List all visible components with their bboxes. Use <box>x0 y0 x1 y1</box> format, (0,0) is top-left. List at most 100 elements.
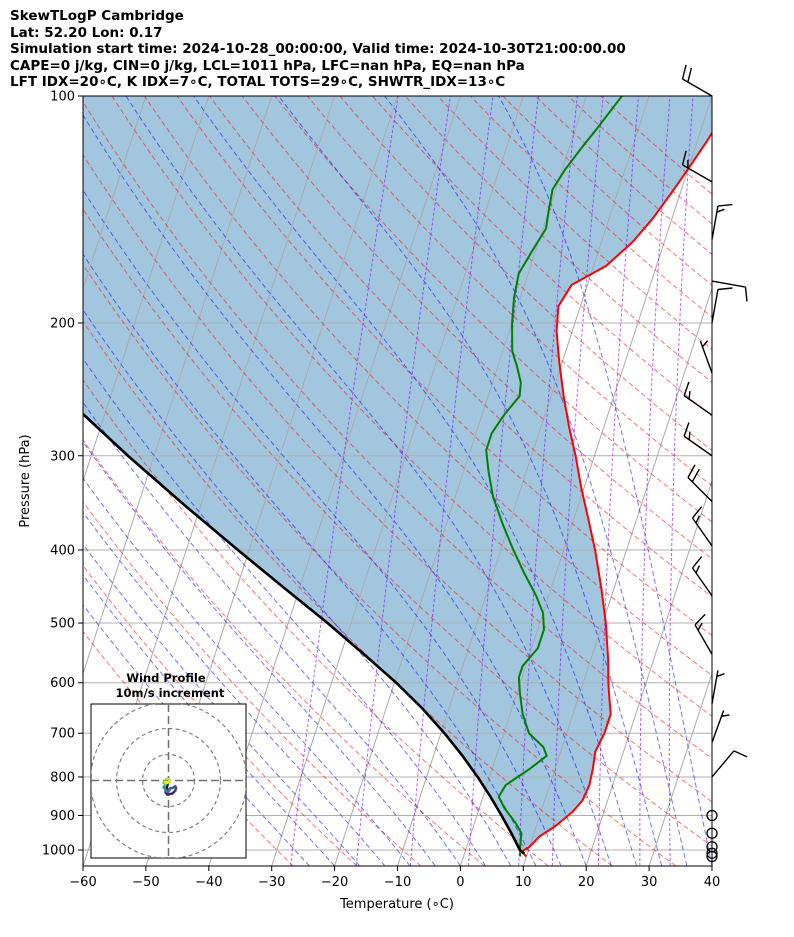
wind-barb-feather <box>717 287 733 291</box>
y-tick-label: 400 <box>50 543 75 558</box>
wind-barb-feather <box>733 750 748 758</box>
mixing-ratio-line <box>409 96 494 866</box>
x-tick-label: 0 <box>456 875 464 890</box>
dewpoint-line <box>485 96 623 857</box>
moist-adiabat-line <box>83 401 461 866</box>
isotherm-line <box>208 96 461 866</box>
dry-adiabat-line <box>469 96 712 318</box>
indices-line-2: LFT IDX=20∘C, K IDX=7∘C, TOTAL TOTS=29∘C… <box>10 74 506 90</box>
wind-barb <box>683 422 713 457</box>
wind-barb <box>711 287 733 324</box>
mixing-ratio-line <box>551 96 604 866</box>
x-tick-label: 40 <box>704 875 721 890</box>
y-tick-label: 900 <box>50 809 75 824</box>
moist-adiabat-line <box>83 543 361 866</box>
isotherm-line <box>711 864 712 866</box>
dry-adiabat-line <box>83 501 422 866</box>
wind-barb-shaft <box>711 750 735 778</box>
wind-barb-feather <box>701 340 709 348</box>
dry-adiabat-line <box>535 96 712 255</box>
wind-barb <box>711 203 733 240</box>
moist-adiabat-line <box>83 308 512 866</box>
wind-barb-shaft <box>691 567 713 597</box>
mixing-ratio-line <box>518 96 578 866</box>
wind-barb-feather <box>695 515 701 524</box>
wind-barb <box>691 556 713 597</box>
wind-barb-feather <box>716 673 725 678</box>
isotherm-line <box>83 96 84 98</box>
wind-barb <box>681 64 713 97</box>
isotherm-line <box>775 96 794 866</box>
y-tick-label: 300 <box>50 449 75 464</box>
x-axis-label: Temperature (∘C) <box>339 897 454 912</box>
dry-adiabat-line <box>274 96 712 523</box>
dry-adiabat-line <box>144 96 712 677</box>
mixing-ratio-line <box>668 96 694 866</box>
wind-barbs <box>681 64 748 863</box>
axes-ticks: −60 −50 −40 −30 −20 −10 0 10 20 30 40 100 200 300 400 5… <box>42 90 720 891</box>
y-tick-label: 1000 <box>42 844 75 859</box>
wind-barb-feather <box>681 150 687 166</box>
wind-barb-shaft <box>711 289 719 324</box>
y-tick-label: 700 <box>50 727 75 742</box>
wind-barb <box>681 150 713 183</box>
wind-barb <box>711 710 730 743</box>
mixing-ratio-line <box>290 96 399 866</box>
x-tick-label: −20 <box>321 875 348 890</box>
wind-barb-feather <box>683 422 690 437</box>
hodograph-trace-segment <box>164 781 169 785</box>
isotherm-line <box>83 96 273 676</box>
parcel-line <box>83 412 526 855</box>
mixing-ratio-line <box>639 96 671 866</box>
dry-adiabat-line <box>306 96 712 487</box>
moist-adiabat-line <box>83 114 587 866</box>
x-tick-label: −10 <box>384 875 411 890</box>
x-tick-label: 30 <box>641 875 658 890</box>
dry-adiabat-line <box>83 100 712 760</box>
wind-barb-shaft <box>711 280 746 288</box>
moist-adiabat-line <box>83 441 436 866</box>
wind-barb-shaft <box>711 205 719 240</box>
x-tick-label: 20 <box>578 875 595 890</box>
wind-barb <box>711 670 725 704</box>
hodograph-plot <box>91 704 246 858</box>
wind-barb-shaft <box>687 476 713 503</box>
wind-barb-shaft <box>682 78 713 97</box>
wind-barb <box>711 280 748 302</box>
dry-adiabat-line <box>404 96 712 383</box>
wind-barb-feather <box>688 391 691 400</box>
wind-barb-feather <box>688 431 691 440</box>
wind-barb <box>691 506 713 547</box>
chart-title: SkewTLogP Cambridge <box>10 8 184 24</box>
plot-area <box>83 96 794 866</box>
wind-barb-feather <box>717 203 733 207</box>
moist-adiabat-line <box>83 357 486 866</box>
wind-barb-feather <box>697 622 703 631</box>
isotherm-line <box>585 479 712 866</box>
dry-adiabat-line <box>83 320 613 866</box>
x-tick-label: −30 <box>258 875 285 890</box>
isotherm-line <box>459 96 712 866</box>
wind-barb <box>683 381 713 416</box>
isotherm-line <box>83 96 147 291</box>
y-tick-label: 100 <box>50 90 75 105</box>
chart-header: SkewTLogP Cambridge Lat: 52.20 Lon: 0.17… <box>10 8 626 91</box>
y-axis-label: Pressure (hPa) <box>18 434 33 527</box>
y-tick-label: 600 <box>50 676 75 691</box>
wind-barb-feather <box>691 556 703 569</box>
x-tick-label: 10 <box>515 875 532 890</box>
mixing-ratio-line <box>355 96 451 866</box>
hodograph-title: Wind Profile <box>126 671 206 685</box>
dry-adiabat-line <box>111 96 712 717</box>
hodograph-inset: Wind Profile 10m/s increment <box>90 671 247 859</box>
moist-adiabat-line <box>83 574 335 866</box>
location-line: Lat: 52.20 Lon: 0.17 <box>10 24 163 41</box>
moist-adiabat-line <box>125 96 612 866</box>
wind-barb <box>699 340 713 374</box>
wind-barb-feather <box>681 64 687 80</box>
isotherm-line <box>648 671 712 866</box>
isotherm-line <box>334 96 587 866</box>
dry-adiabat-line <box>176 96 712 637</box>
x-tick-label: −50 <box>132 875 159 890</box>
